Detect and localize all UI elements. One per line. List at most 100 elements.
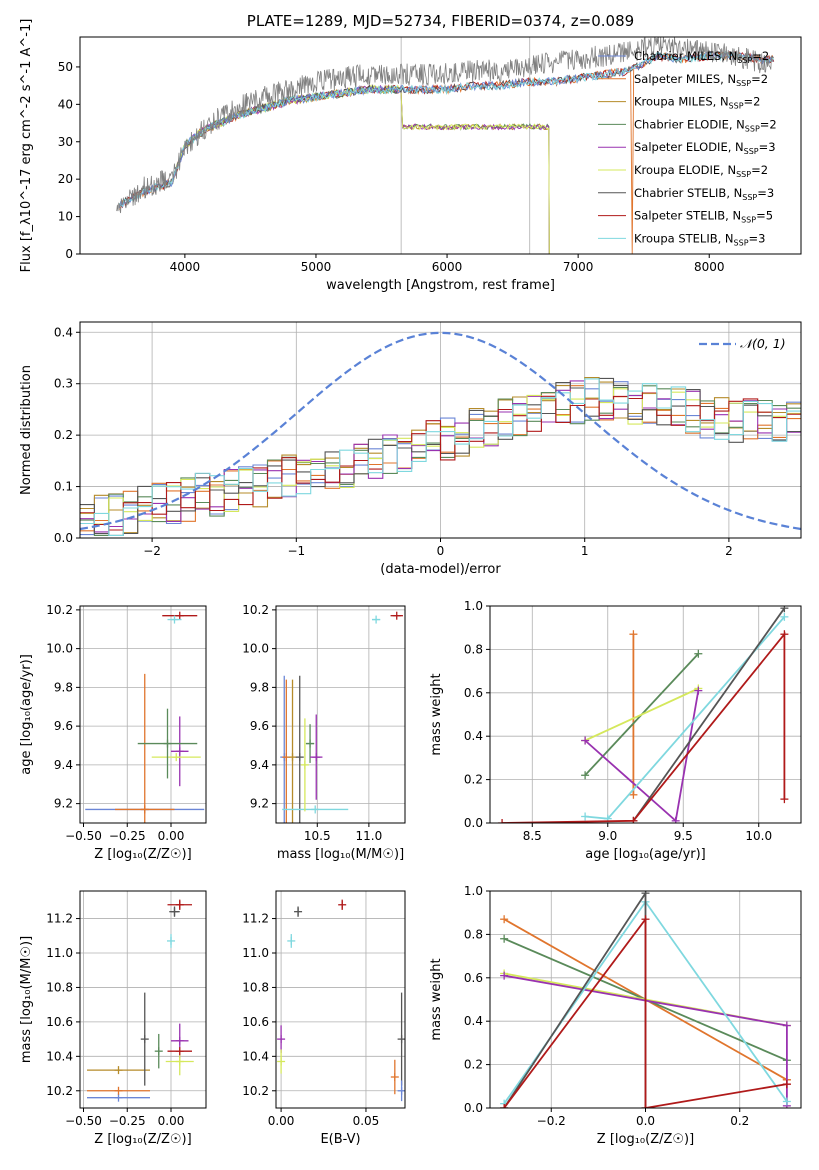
axes-frame [275,890,406,1109]
axes-mass_vs_ebv: 0.00 0.05 10.2 10.4 10.6 10.8 11.0 11.2 E(B-V) [242,890,406,1147]
y-tick-label: 9.4 [54,758,73,772]
plot-area-spectrum [116,37,775,254]
y-tick-label: 11.0 [46,946,73,960]
y-tick-label: 0.0 [464,816,483,830]
x-tick-label: 9.5 [674,829,693,843]
model-spectrum-line [172,84,550,254]
y-tick-label: 0.4 [54,325,73,339]
y-tick-label: 11.0 [242,946,269,960]
y-tick-label: 9.8 [250,680,269,694]
y-tick-label: 11.2 [46,912,73,926]
plot-area-age_vs_mass [280,611,403,823]
y-tick-label: 10.8 [46,980,73,994]
y-tick-label: 0.2 [54,428,73,442]
x-tick-label: 7000 [563,260,594,274]
y-axis-label: mass weight [429,958,444,1040]
legend-label: Chabrier ELODIE, NSSP=2 [634,117,777,133]
mass-weight-line [503,891,647,1108]
x-tick-label: −0.25 [109,829,146,843]
x-tick-label: 6000 [432,260,463,274]
y-tick-label: 0 [65,247,73,261]
axes-frame [79,890,207,1109]
axes-weight_vs_age: 8.5 9.0 9.5 10.0 0.0 0.2 0.4 0.6 0.8 1.0 age [log₁… [429,599,802,862]
axes-mass_vs_Z: −0.50 −0.25 0.00 10.2 10.4 10.6 10.8 11.0 11.2 Z … [19,890,207,1147]
mass-weight-line [503,916,788,1108]
axes-weight_vs_Z: −0.2 0.0 0.2 0.0 0.2 0.4 0.6 0.8 1.0 Z [log₁₀(Z/Z… [429,884,802,1147]
x-axis-label: wavelength [Angstrom, rest frame] [326,278,555,293]
x-tick-label: 4000 [170,260,201,274]
legend-label: Chabrier STELIB, NSSP=3 [634,186,774,202]
x-axis-label: Z [log₁₀(Z/Z☉)] [597,1132,694,1147]
axes-frame [489,605,802,824]
axes-residuals: −2 −1 0 1 2 0.0 0.1 0.2 0.3 0.4 (data-model)/error… [19,321,802,577]
x-tick-label: 0.00 [158,829,185,843]
y-axis-label: mass [log₁₀(M/M☉)] [19,936,34,1063]
legend-label: Salpeter ELODIE, NSSP=3 [634,140,776,156]
axes-age_vs_mass: 10.5 11.0 9.2 9.4 9.6 9.8 10.0 10.2 mass [log₁₀(… [242,603,406,862]
x-axis-label: mass [log₁₀(M/M☉)] [277,847,404,862]
y-tick-label: 0.8 [464,642,483,656]
y-tick-label: 11.2 [242,912,269,926]
y-tick-label: 0.8 [464,927,483,941]
y-tick-label: 10.4 [46,1049,73,1063]
y-tick-label: 9.6 [250,719,269,733]
y-axis-label: Normed distribution [19,365,34,495]
y-tick-label: 10.2 [46,1084,73,1098]
x-tick-label: 11.0 [356,829,383,843]
y-tick-label: 0.1 [54,480,73,494]
x-axis-label: age [log₁₀(age/yr)] [585,847,706,862]
x-tick-label: 10.0 [745,829,772,843]
y-tick-label: 30 [58,135,73,149]
y-tick-label: 0.0 [464,1101,483,1115]
x-tick-label: 5000 [301,260,332,274]
x-tick-label: −0.50 [65,1114,102,1128]
model-spectrum-line [118,50,774,209]
x-tick-label: −1 [287,544,305,558]
axes-frame [275,605,406,824]
model-spectrum-line [172,84,550,254]
legend-label: 𝒩(0, 1) [740,336,786,351]
x-tick-label: 0.2 [730,1114,749,1128]
x-tick-label: −0.50 [65,829,102,843]
y-tick-label: 0.2 [464,773,483,787]
y-tick-label: 1.0 [464,599,483,613]
x-tick-label: 0.0 [636,1114,655,1128]
y-tick-label: 9.6 [54,719,73,733]
legend-label: Salpeter MILES, NSSP=2 [634,72,768,88]
x-tick-label: 2 [725,544,733,558]
x-tick-label: 0.00 [268,1114,295,1128]
y-tick-label: 9.4 [250,758,269,772]
x-tick-label: 9.0 [598,829,617,843]
x-tick-label: 0 [437,544,445,558]
plot-area-age_vs_Z [85,611,205,823]
mass-weight-line [585,616,786,820]
y-tick-label: 10.0 [242,642,269,656]
y-tick-label: 10.6 [242,1015,269,1029]
axes-frame [79,605,207,824]
mass-weight-line [584,690,700,823]
mass-weight-line [632,607,786,822]
y-tick-label: 9.2 [54,797,73,811]
mass-weight-line [584,687,699,742]
y-tick-label: 9.2 [250,797,269,811]
plot-area-weight_vs_age [498,606,789,823]
residual-histogram [80,378,801,536]
y-tick-label: 10.2 [242,1084,269,1098]
legend-label: Salpeter STELIB, NSSP=5 [634,209,773,225]
y-tick-label: 10.2 [242,603,269,617]
axes-frame [79,36,802,255]
y-tick-label: 50 [58,60,73,74]
plot-area-mass_vs_ebv [277,899,405,1102]
x-tick-label: 10.5 [304,829,331,843]
y-tick-label: 9.8 [54,680,73,694]
legend-label: Chabrier MILES, NSSP=2 [634,49,769,65]
figure-title: PLATE=1289, MJD=52734, FIBERID=0374, z=0… [246,12,635,30]
model-spectrum-line [172,85,550,254]
y-tick-label: 0.4 [464,1014,483,1028]
x-tick-label: −0.25 [109,1114,146,1128]
axes-spectrum: 4000 5000 6000 7000 8000 0 10 20 30 40 50 wavelengt… [19,19,802,293]
y-tick-label: 0.6 [464,971,483,985]
y-tick-label: 1.0 [464,884,483,898]
y-axis-label: mass weight [429,673,444,755]
